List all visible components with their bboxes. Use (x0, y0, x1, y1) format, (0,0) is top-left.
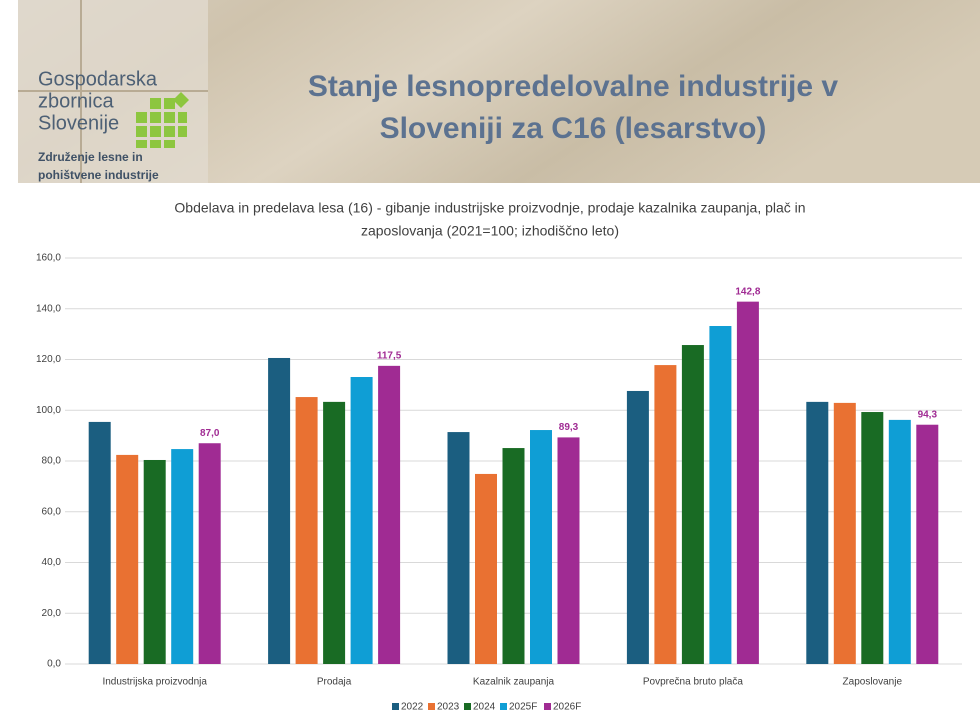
bar (654, 365, 677, 664)
page-title: Sloveniji za C16 (lesarstvo) (380, 112, 767, 145)
y-tick-label: 100,0 (36, 405, 61, 416)
bar (861, 412, 884, 664)
y-tick-label: 60,0 (42, 506, 62, 517)
chart-title: zaposlovanja (2021=100; izhodiščno leto) (361, 223, 619, 239)
bar (502, 448, 525, 664)
bar (806, 401, 829, 664)
data-label: 117,5 (377, 350, 402, 361)
bar (295, 397, 318, 664)
legend-label: 2022 (401, 702, 424, 713)
data-label: 94,3 (918, 409, 938, 420)
bar (323, 401, 346, 664)
bar (709, 326, 732, 664)
legend-label: 2024 (473, 702, 496, 713)
bar (268, 357, 291, 664)
logo-icon (136, 92, 189, 148)
wood-seam (18, 90, 208, 92)
logo-text: Gospodarska (38, 68, 158, 90)
y-tick-label: 80,0 (42, 456, 62, 467)
data-label: 89,3 (559, 422, 579, 433)
bar (143, 459, 166, 664)
bar (88, 421, 111, 664)
bar (736, 301, 759, 664)
bar (916, 424, 939, 664)
bar (198, 443, 221, 664)
legend-swatch (544, 703, 551, 710)
x-tick-label: Povprečna bruto plača (643, 677, 744, 688)
bar (626, 390, 649, 664)
y-tick-label: 120,0 (36, 354, 61, 365)
bar (833, 402, 856, 664)
x-tick-label: Industrijska proizvodnja (102, 677, 207, 688)
legend-label: 2025F (509, 702, 537, 713)
bar (350, 377, 373, 664)
page-title: Stanje lesnopredelovalne industrije v (308, 70, 838, 103)
bar (447, 432, 470, 664)
y-tick-label: 20,0 (42, 608, 62, 619)
bar (378, 365, 401, 664)
bar (116, 454, 139, 664)
logo-text: Slovenije (38, 112, 119, 134)
chart-title: Obdelava in predelava lesa (16) - gibanj… (174, 200, 805, 216)
legend-label: 2026F (553, 702, 581, 713)
legend-swatch (500, 703, 507, 710)
association-text: Združenje lesne in (38, 150, 143, 164)
y-tick-label: 40,0 (42, 557, 62, 568)
legend-swatch (428, 703, 435, 710)
y-tick-label: 140,0 (36, 303, 61, 314)
bar (475, 473, 497, 664)
header-banner: Gospodarska zbornica Slovenije Združenje… (18, 0, 980, 183)
association-text: pohištvene industrije (38, 168, 159, 182)
bar (530, 430, 552, 664)
legend-label: 2023 (437, 702, 460, 713)
y-tick-label: 0,0 (47, 659, 61, 670)
x-tick-label: Prodaja (317, 677, 352, 688)
bar (557, 437, 580, 664)
data-label: 142,8 (735, 286, 760, 297)
x-tick-label: Zaposlovanje (843, 677, 903, 688)
bar (681, 345, 704, 664)
bar (171, 449, 194, 664)
x-tick-label: Kazalnik zaupanja (473, 677, 555, 688)
data-label: 87,0 (200, 428, 220, 439)
legend-swatch (464, 703, 471, 710)
logo-text: zbornica (38, 90, 114, 112)
y-tick-label: 160,0 (36, 253, 61, 264)
legend-swatch (392, 703, 399, 710)
bar (888, 419, 911, 664)
